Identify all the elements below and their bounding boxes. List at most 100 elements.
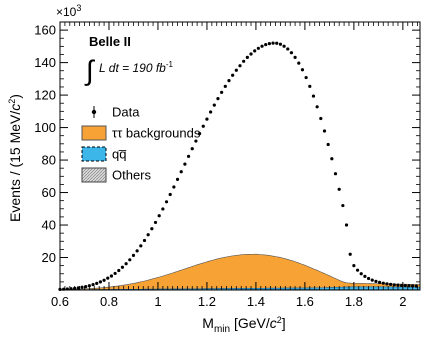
data-point bbox=[271, 42, 274, 45]
data-point bbox=[147, 233, 150, 236]
data-point bbox=[114, 272, 117, 275]
data-point bbox=[154, 221, 157, 224]
y-tick-label: 120 bbox=[34, 88, 56, 103]
data-point bbox=[172, 185, 175, 188]
data-point bbox=[290, 51, 293, 54]
data-point bbox=[404, 284, 407, 287]
data-point bbox=[327, 143, 330, 146]
data-point bbox=[176, 178, 179, 181]
legend-swatch bbox=[82, 168, 106, 182]
x-axis-label: Mmin [GeV/c2] bbox=[202, 315, 285, 335]
x-tick-label: 0.8 bbox=[100, 294, 118, 309]
data-point bbox=[334, 172, 337, 175]
data-point bbox=[294, 56, 297, 59]
y-tick-label: 20 bbox=[42, 250, 56, 265]
data-point bbox=[316, 105, 319, 108]
data-point bbox=[128, 258, 131, 261]
x-tick-label: 1.6 bbox=[296, 294, 314, 309]
data-point bbox=[150, 227, 153, 230]
x-tick-label: 1.2 bbox=[198, 294, 216, 309]
data-point bbox=[301, 68, 304, 71]
data-point bbox=[117, 269, 120, 272]
data-point bbox=[246, 56, 249, 59]
data-point bbox=[282, 45, 285, 48]
y-axis-label: Events / (15 MeV/c2) bbox=[7, 94, 23, 222]
legend-swatch bbox=[82, 147, 106, 161]
data-point bbox=[260, 45, 263, 48]
data-point bbox=[345, 223, 348, 226]
data-point bbox=[209, 110, 212, 113]
data-point bbox=[80, 286, 83, 289]
data-point bbox=[95, 282, 98, 285]
y-multiplier: ×103 bbox=[56, 3, 81, 19]
data-point bbox=[165, 200, 168, 203]
data-point bbox=[161, 207, 164, 210]
legend-label: ττ backgrounds bbox=[112, 126, 201, 141]
data-point bbox=[367, 277, 370, 280]
data-point bbox=[99, 280, 102, 283]
data-point bbox=[341, 204, 344, 207]
data-point bbox=[102, 279, 105, 282]
data-point bbox=[202, 125, 205, 128]
data-point bbox=[242, 60, 245, 63]
data-point bbox=[158, 214, 161, 217]
data-point bbox=[349, 253, 352, 256]
legend-label: qq̅ bbox=[112, 147, 126, 162]
data-point bbox=[268, 42, 271, 45]
data-point bbox=[360, 272, 363, 275]
data-point bbox=[378, 281, 381, 284]
data-point bbox=[275, 42, 278, 45]
data-point bbox=[106, 277, 109, 280]
data-point bbox=[136, 249, 139, 252]
data-point bbox=[183, 163, 186, 166]
data-point bbox=[363, 275, 366, 278]
legend-label: Others bbox=[112, 168, 152, 183]
tautau-background-area bbox=[60, 254, 420, 290]
data-point bbox=[169, 193, 172, 196]
data-point bbox=[121, 266, 124, 269]
y-tick-label: 140 bbox=[34, 55, 56, 70]
data-point bbox=[264, 43, 267, 46]
data-point bbox=[393, 283, 396, 286]
data-point bbox=[216, 97, 219, 100]
data-point bbox=[312, 94, 315, 97]
data-point bbox=[235, 69, 238, 72]
data-point bbox=[371, 278, 374, 281]
data-points-layer bbox=[58, 42, 418, 291]
x-tick-label: 0.6 bbox=[51, 294, 69, 309]
x-tick-label: 1.8 bbox=[345, 294, 363, 309]
data-point bbox=[352, 264, 355, 267]
data-point bbox=[187, 155, 190, 158]
data-point bbox=[279, 43, 282, 46]
legend-swatch bbox=[82, 126, 106, 140]
data-point bbox=[224, 85, 227, 88]
data-point bbox=[205, 118, 208, 121]
y-tick-label: 80 bbox=[42, 153, 56, 168]
data-point bbox=[143, 239, 146, 242]
data-point bbox=[231, 74, 234, 77]
data-point bbox=[220, 91, 223, 94]
data-point bbox=[389, 283, 392, 286]
data-point bbox=[249, 52, 252, 55]
data-point bbox=[213, 104, 216, 107]
data-point bbox=[139, 244, 142, 247]
x-tick-label: 1 bbox=[154, 294, 161, 309]
experiment-label: Belle II bbox=[89, 34, 131, 49]
data-point bbox=[374, 280, 377, 283]
data-point bbox=[125, 262, 128, 265]
data-point bbox=[297, 61, 300, 64]
data-point bbox=[305, 76, 308, 79]
data-point bbox=[356, 269, 359, 272]
lumi-integral-sign: ∫ bbox=[84, 55, 96, 86]
area-layer bbox=[60, 254, 420, 290]
y-tick-label: 160 bbox=[34, 23, 56, 38]
data-point bbox=[238, 64, 241, 67]
data-point bbox=[330, 157, 333, 160]
y-tick-label: 60 bbox=[42, 185, 56, 200]
data-point bbox=[286, 47, 289, 50]
data-point bbox=[253, 49, 256, 52]
data-point bbox=[227, 79, 230, 82]
data-point bbox=[382, 282, 385, 285]
